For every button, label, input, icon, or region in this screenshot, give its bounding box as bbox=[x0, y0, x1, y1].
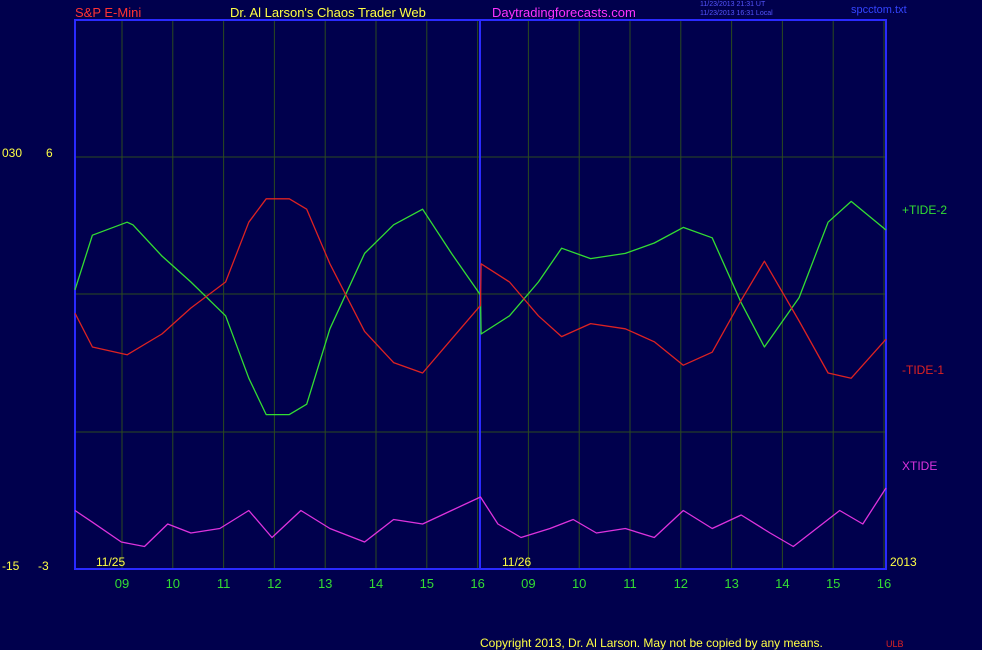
date-label-first: 11/25 bbox=[96, 555, 126, 569]
x-tick-label-13: 14 bbox=[775, 576, 789, 591]
x-tick-label-10: 11 bbox=[623, 576, 637, 591]
x-tick-label-9: 10 bbox=[572, 576, 586, 591]
year-label: 2013 bbox=[890, 555, 917, 569]
legend-tide2: +TIDE-2 bbox=[902, 203, 948, 217]
timestamp-ut: 11/23/2013 21:31 UT bbox=[700, 1, 766, 8]
y-label-lower-left: -15 bbox=[2, 559, 20, 573]
x-tick-label-1: 10 bbox=[166, 576, 180, 591]
date-label-second: 11/26 bbox=[502, 555, 532, 569]
data-file-name: spcctom.txt bbox=[851, 4, 907, 16]
series-line-0 bbox=[74, 200, 887, 416]
symbol-title: S&P E-Mini bbox=[75, 5, 142, 20]
x-tick-label-12: 13 bbox=[724, 576, 738, 591]
x-tick-label-15: 16 bbox=[877, 576, 891, 591]
legend-tide1: -TIDE-1 bbox=[902, 363, 944, 377]
site-url[interactable]: Daytradingforecasts.com bbox=[492, 5, 636, 20]
x-tick-label-4: 13 bbox=[318, 576, 332, 591]
x-tick-label-3: 12 bbox=[267, 576, 281, 591]
x-tick-label-6: 15 bbox=[420, 576, 434, 591]
ulb-badge: ULB bbox=[886, 639, 904, 649]
series-line-2 bbox=[74, 487, 887, 548]
chart-grid bbox=[75, 20, 886, 569]
y-label-upper-right: 6 bbox=[46, 146, 53, 160]
x-tick-label-11: 12 bbox=[674, 576, 688, 591]
x-tick-label-8: 09 bbox=[521, 576, 535, 591]
series-line-1 bbox=[74, 198, 887, 379]
site-title: Dr. Al Larson's Chaos Trader Web bbox=[230, 5, 426, 20]
timestamp-local: 11/23/2013 16:31 Local bbox=[700, 10, 773, 17]
legend-xtide: XTIDE bbox=[902, 459, 938, 473]
x-tick-label-2: 11 bbox=[217, 576, 231, 591]
y-label-upper-left: 030 bbox=[2, 146, 23, 160]
x-tick-label-0: 09 bbox=[115, 576, 129, 591]
x-tick-label-7: 16 bbox=[470, 576, 484, 591]
x-tick-label-14: 15 bbox=[826, 576, 840, 591]
copyright-notice: Copyright 2013, Dr. Al Larson. May not b… bbox=[480, 636, 823, 650]
x-tick-label-5: 14 bbox=[369, 576, 383, 591]
y-label-lower-right: -3 bbox=[38, 559, 49, 573]
